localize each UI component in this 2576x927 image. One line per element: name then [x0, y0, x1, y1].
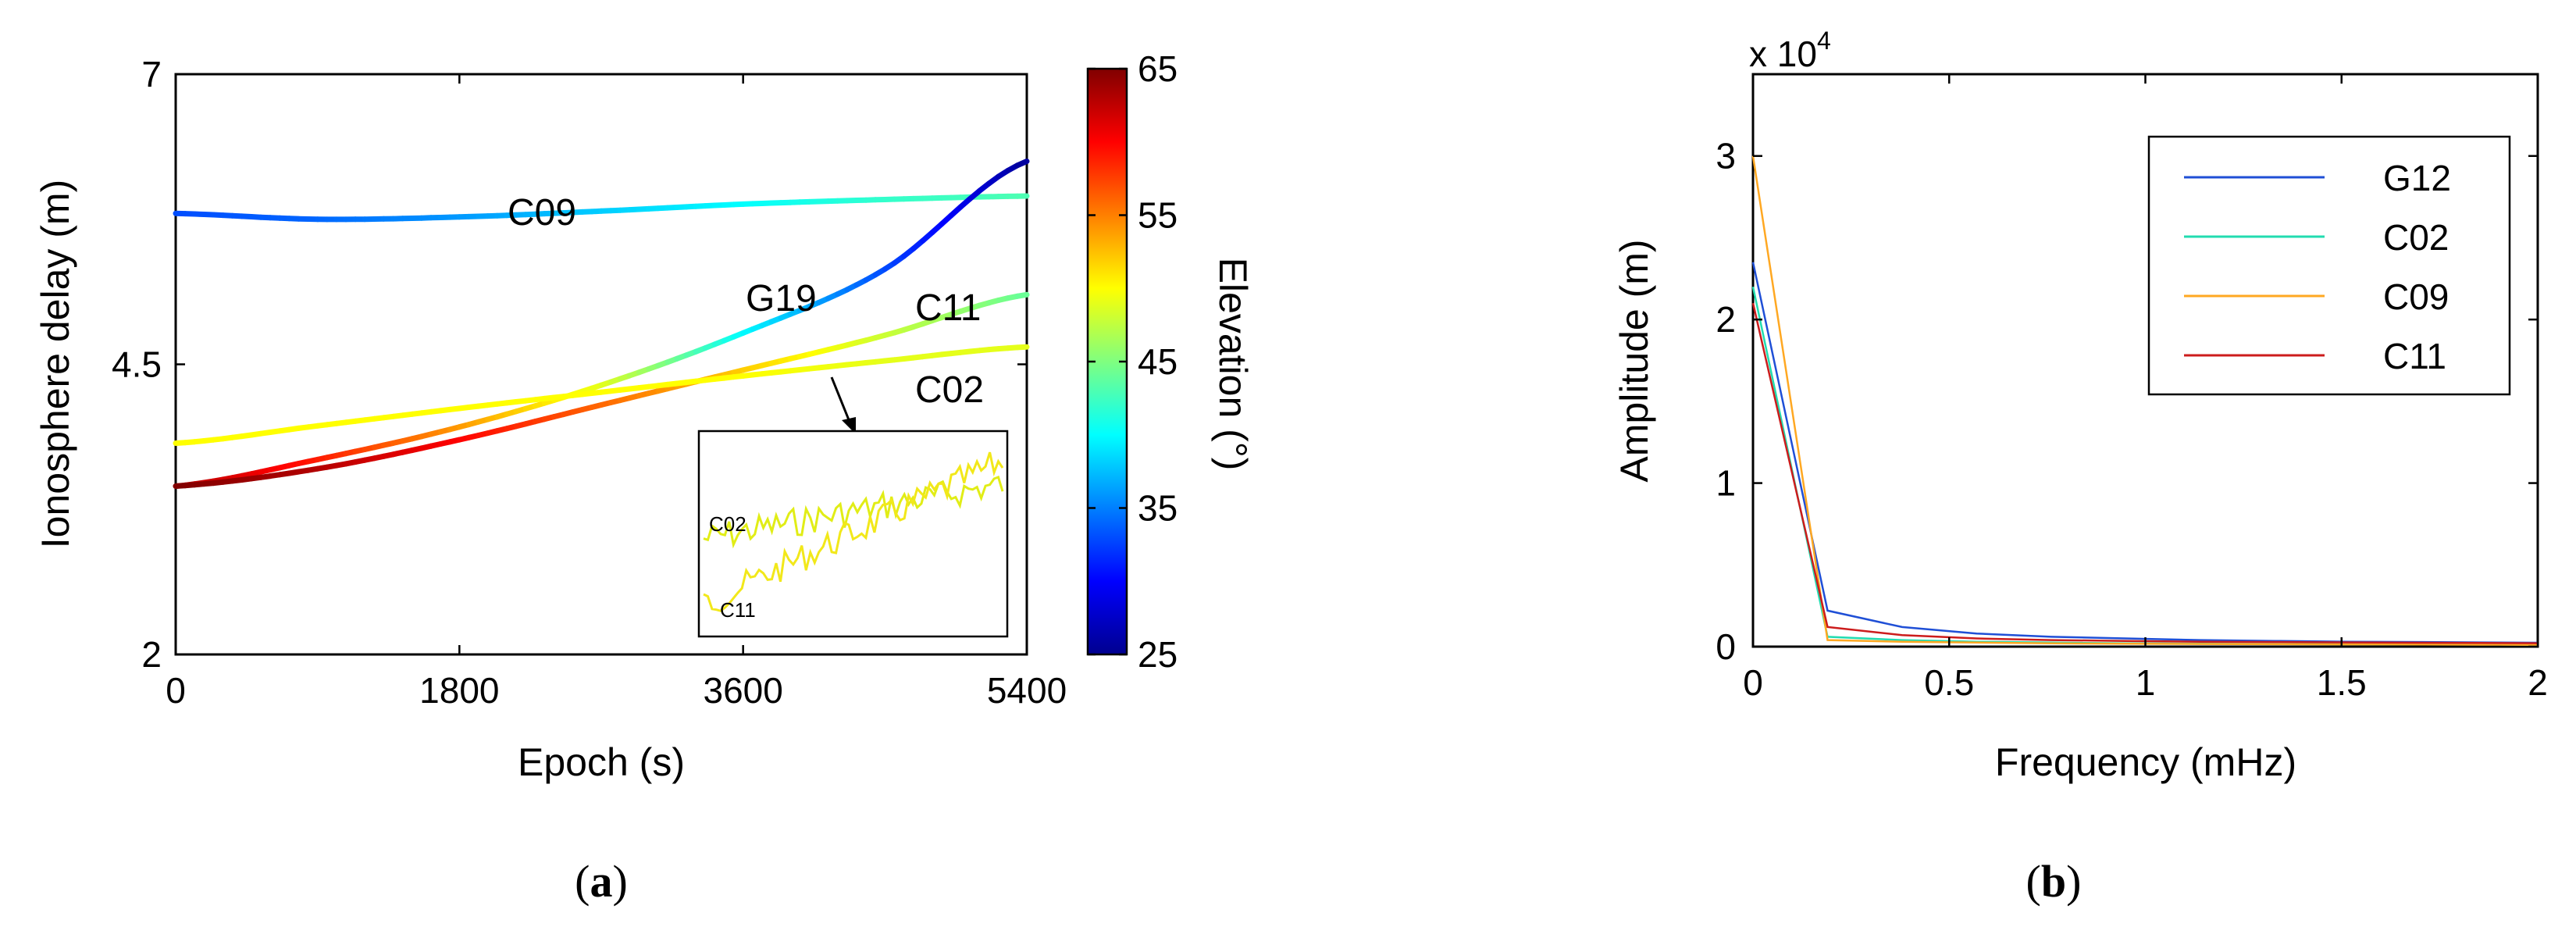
legend-item-c02: C02 — [2184, 217, 2449, 258]
colorbar-tick-label: 45 — [1138, 341, 1178, 382]
panel-b: 0 0.5 1 1.5 2 0 1 2 3 x 104 Frequency (mHz) Ampl… — [1612, 27, 2548, 907]
curve-label-g19: G19 — [746, 278, 817, 319]
panel-b-ylabel: Amplitude (m) — [1612, 239, 1656, 482]
series-g19 — [173, 159, 1030, 489]
inset-line-c02 — [703, 476, 1004, 549]
x-tick-label: 2 — [2528, 662, 2548, 703]
x-tick-label: 3600 — [703, 670, 782, 711]
y-tick-label: 2 — [1716, 299, 1736, 340]
colorbar: 25 35 45 55 65 Elevation (°) — [1086, 48, 1255, 675]
curve-label-c09: C09 — [508, 192, 576, 234]
series-c11 — [173, 291, 1030, 489]
legend-label: G12 — [2383, 158, 2451, 198]
colorbar-tick-label: 65 — [1138, 48, 1178, 89]
legend-label: C02 — [2383, 217, 2449, 258]
inset-zoom: C02 C11 — [697, 430, 1009, 638]
panel-b-curves — [1751, 155, 2539, 646]
y-tick-label: 1 — [1716, 463, 1736, 504]
legend-items: G12 C02 C09 C11 — [2184, 158, 2451, 376]
series-c11 — [1751, 302, 2539, 644]
series-c09 — [173, 193, 1030, 223]
curve-label-c11: C11 — [915, 287, 982, 329]
series-segment — [1014, 291, 1030, 299]
colorbar-tick-label: 55 — [1138, 195, 1178, 236]
curve-label-c02: C02 — [915, 369, 984, 411]
inset-label-c11: C11 — [720, 598, 756, 622]
legend-label: C09 — [2383, 276, 2449, 317]
series-segment — [1014, 344, 1030, 351]
x-tick-label: 0 — [1743, 662, 1763, 703]
legend-label: C11 — [2383, 336, 2446, 376]
x-tick-label: 0 — [166, 670, 186, 711]
legend-item-g12: G12 — [2184, 158, 2451, 198]
y-tick-label: 3 — [1716, 136, 1736, 176]
y-tick-label: 7 — [141, 54, 162, 94]
x-tick-label: 0.5 — [1924, 662, 1974, 703]
inset-arrow — [830, 376, 856, 434]
inset-label-c02: C02 — [709, 512, 746, 536]
panel-b-legend: G12 C02 C09 C11 — [2147, 135, 2511, 396]
y-tick-label: 4.5 — [112, 344, 162, 385]
legend-item-c11: C11 — [2184, 336, 2446, 376]
y-tick-label: 0 — [1716, 626, 1736, 667]
colorbar-ticks: 25 35 45 55 65 — [1088, 48, 1178, 675]
panel-a-ylabel: Ionosphere delay (m) — [34, 180, 77, 548]
panel-a-ticks: 0 1800 3600 5400 2 4.5 7 — [112, 54, 1067, 711]
series-c02 — [173, 344, 1030, 446]
series-c09 — [1751, 155, 2539, 646]
x-tick-label: 1 — [2136, 662, 2156, 703]
x-tick-label: 5400 — [987, 670, 1067, 711]
panel-b-ticks: 0 0.5 1 1.5 2 0 1 2 3 — [1716, 74, 2548, 703]
panel-b-xlabel: Frequency (mHz) — [1995, 740, 2296, 784]
panel-b-sublabel: (b) — [2026, 856, 2082, 907]
colorbar-tick-label: 35 — [1138, 488, 1178, 529]
series-segment — [1014, 159, 1030, 169]
panel-a-curves — [173, 159, 1030, 489]
legend-box — [2147, 135, 2511, 396]
panel-a: 0 1800 3600 5400 2 4.5 7 C09 G19 C11 C02 C02 C… — [34, 48, 1255, 907]
x-tick-label: 1800 — [419, 670, 499, 711]
inset-line-c11 — [703, 451, 1004, 612]
panel-b-multiplier: x 104 — [1749, 27, 1831, 74]
panel-a-sublabel: (a) — [575, 856, 628, 907]
legend-item-c09: C09 — [2184, 276, 2449, 317]
colorbar-tick-label: 25 — [1138, 634, 1178, 675]
colorbar-label: Elevation (°) — [1211, 258, 1255, 471]
panel-a-xlabel: Epoch (s) — [518, 740, 685, 784]
y-tick-label: 2 — [141, 634, 162, 675]
x-tick-label: 1.5 — [2317, 662, 2367, 703]
